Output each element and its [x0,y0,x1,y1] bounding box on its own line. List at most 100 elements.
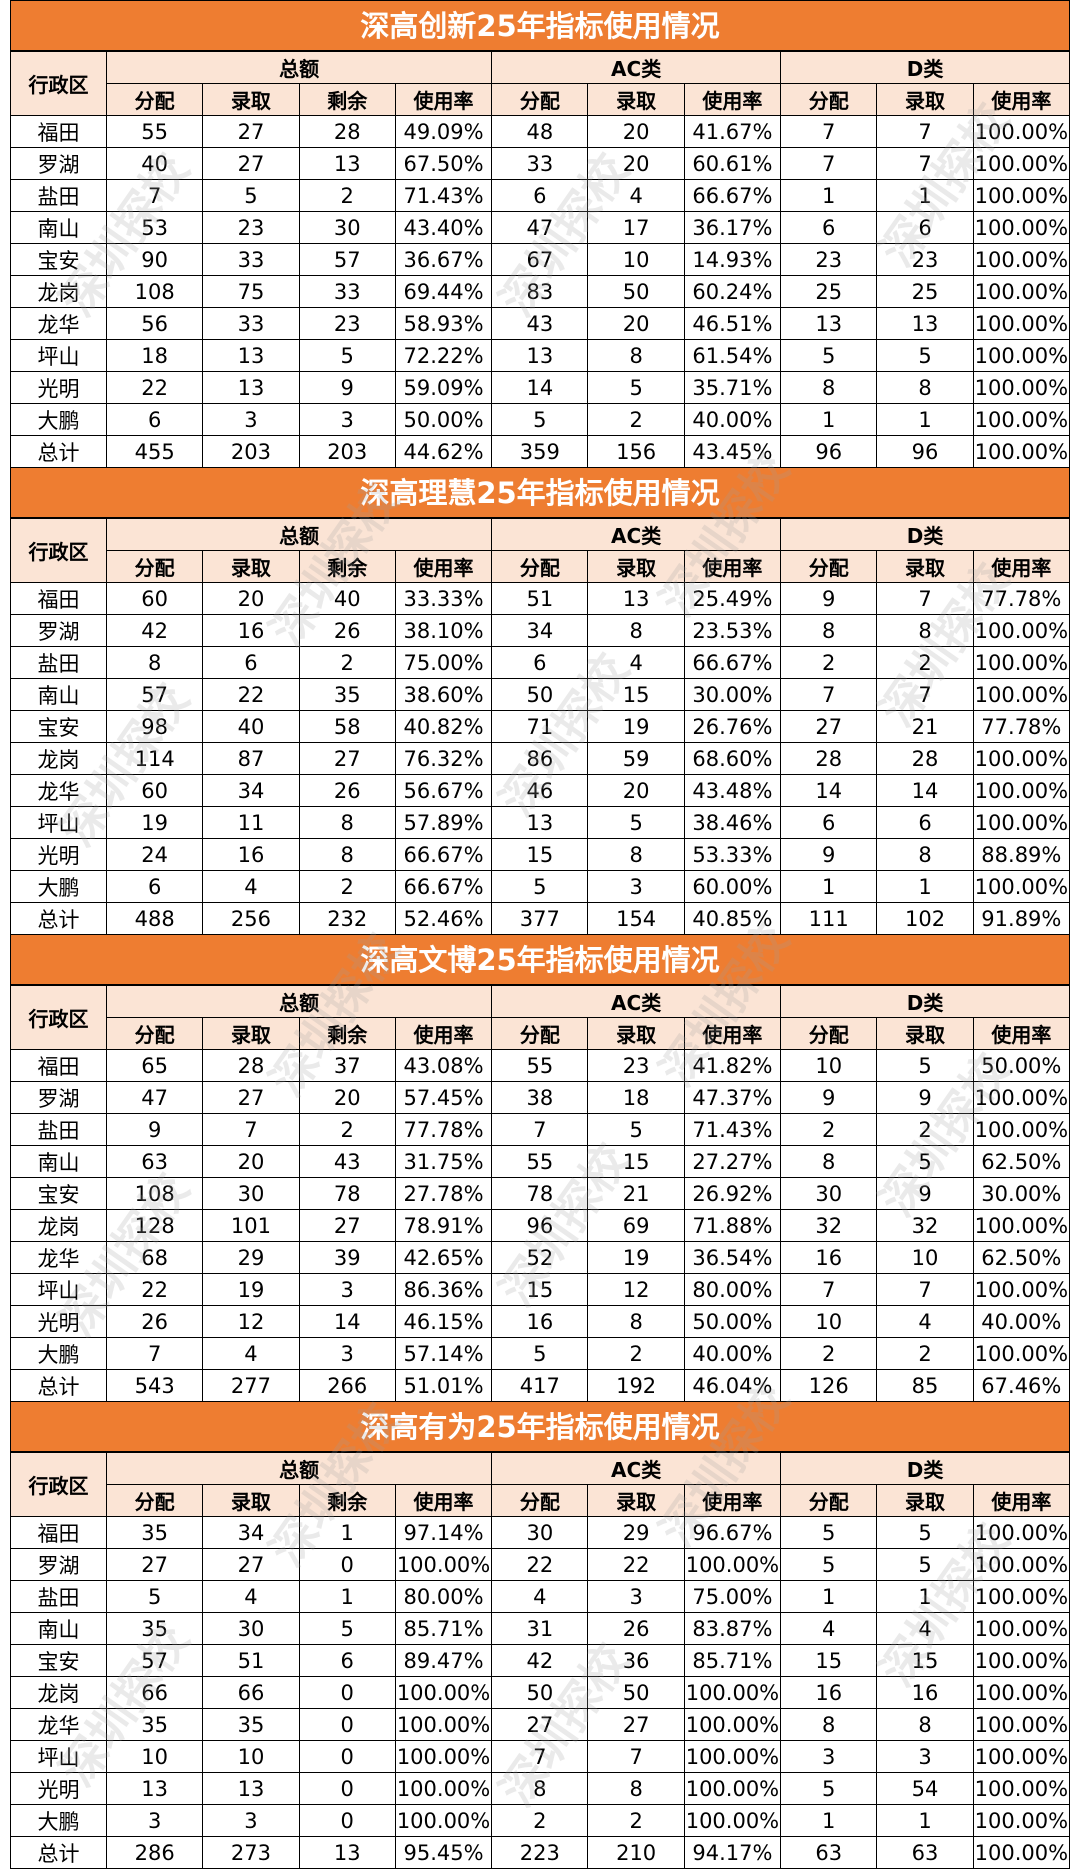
value-cell: 14 [298,1305,396,1338]
value-cell: 13 [491,339,589,372]
sub-header: 录取 [587,83,685,116]
value-cell: 78 [298,1177,396,1210]
value-cell: 2 [780,646,878,679]
data-row: 南山 63 20 43 31.75% 55 15 27.27% 8 5 62.50% [10,1145,1071,1178]
value-cell: 6 [780,806,878,839]
value-cell: 38 [491,1081,589,1114]
value-cell: 7 [105,1337,204,1370]
value-cell: 40 [202,710,300,743]
value-cell: 58.93% [394,307,493,340]
value-cell: 85.71% [683,1644,782,1677]
value-cell: 0 [298,1804,396,1837]
value-cell: 100.00% [972,870,1071,903]
value-cell: 69 [587,1209,685,1242]
value-cell: 14 [491,371,589,404]
value-cell: 6 [105,403,204,436]
value-cell: 43.48% [683,774,782,807]
value-cell: 66 [105,1676,204,1709]
value-cell: 30.00% [972,1177,1071,1210]
value-cell: 8 [876,371,974,404]
value-cell: 56 [105,307,204,340]
value-cell: 23.53% [683,614,782,647]
sub-header: 录取 [587,550,685,583]
group-header: 总额 [105,1452,493,1485]
value-cell: 23 [587,1049,685,1082]
value-cell: 75 [202,275,300,308]
value-cell: 35.71% [683,371,782,404]
value-cell: 100.00% [394,1548,493,1581]
value-cell: 50.00% [683,1305,782,1338]
value-cell: 20 [298,1081,396,1114]
value-cell: 10 [780,1305,878,1338]
value-cell: 8 [780,614,878,647]
value-cell: 100.00% [972,435,1071,468]
data-row: 总计 455 203 203 44.62% 359 156 43.45% 96 96 100.00% [10,435,1071,468]
sub-header: 分配 [780,83,878,116]
value-cell: 2 [876,1113,974,1146]
sub-header: 使用率 [394,550,493,583]
value-cell: 102 [876,902,974,935]
value-cell: 5 [491,1337,589,1370]
value-cell: 33 [298,275,396,308]
group-header: AC类 [491,1452,782,1485]
value-cell: 15 [876,1644,974,1677]
value-cell: 16 [876,1676,974,1709]
district-cell: 盐田 [10,1580,107,1613]
value-cell: 53.33% [683,838,782,871]
value-cell: 6 [298,1644,396,1677]
value-cell: 2 [298,646,396,679]
value-cell: 5 [876,1145,974,1178]
data-row: 光明 13 13 0 100.00% 8 8 100.00% 5 54 100.00% [10,1772,1071,1805]
value-cell: 27 [202,147,300,180]
value-cell: 31.75% [394,1145,493,1178]
value-cell: 40.00% [972,1305,1071,1338]
value-cell: 55 [491,1145,589,1178]
header-row: 分配 录取 剩余 使用率 分配 录取 使用率 分配 录取 使用率 [11,550,1071,583]
value-cell: 6 [202,646,300,679]
district-cell: 龙华 [10,1708,107,1741]
value-cell: 100.00% [683,1772,782,1805]
value-cell: 89.47% [394,1644,493,1677]
value-cell: 28 [298,115,396,148]
data-row: 坪山 19 11 8 57.89% 13 5 38.46% 6 6 100.00% [10,806,1071,839]
header-row: 分配 录取 剩余 使用率 分配 录取 使用率 分配 录取 使用率 [11,83,1071,116]
sub-header: 使用率 [972,1484,1071,1517]
value-cell: 5 [780,1772,878,1805]
value-cell: 43.40% [394,211,493,244]
value-cell: 77.78% [972,582,1071,615]
value-cell: 11 [202,806,300,839]
value-cell: 5 [876,1548,974,1581]
value-cell: 9 [780,1081,878,1114]
data-row: 宝安 108 30 78 27.78% 78 21 26.92% 30 9 30.00% [10,1177,1071,1210]
value-cell: 75.00% [394,646,493,679]
data-row: 总计 543 277 266 51.01% 417 192 46.04% 126 85 67.46% [10,1369,1071,1402]
value-cell: 32 [876,1209,974,1242]
value-cell: 71.88% [683,1209,782,1242]
value-cell: 4 [780,1612,878,1645]
value-cell: 62.50% [972,1241,1071,1274]
value-cell: 100.00% [972,1548,1071,1581]
data-row: 大鹏 6 4 2 66.67% 5 3 60.00% 1 1 100.00% [10,870,1071,903]
section: 深高创新25年指标使用情况 行政区 总额 AC类 D类 分配 录取 剩余 使用率 分配 录取 使用率分… [10,0,1071,468]
data-row: 福田 55 27 28 49.09% 48 20 41.67% 7 7 100.00% [10,115,1071,148]
value-cell: 50.00% [394,403,493,436]
value-cell: 27 [587,1708,685,1741]
value-cell: 2 [298,179,396,212]
value-cell: 86.36% [394,1273,493,1306]
header-row: 行政区 总额 AC类 D类 [10,518,1070,583]
data-row: 宝安 57 51 6 89.47% 42 36 85.71% 15 15 100.00% [10,1644,1071,1677]
value-cell: 111 [780,902,878,935]
value-cell: 256 [202,902,300,935]
group-header: AC类 [491,51,782,84]
value-cell: 9 [105,1113,204,1146]
value-cell: 14 [780,774,878,807]
value-cell: 2 [587,403,685,436]
value-cell: 5 [587,1113,685,1146]
data-row: 总计 286 273 13 95.45% 223 210 94.17% 63 63 100.00% [10,1836,1071,1869]
value-cell: 59.09% [394,371,493,404]
value-cell: 13 [876,307,974,340]
header-cell: 行政区 [10,985,107,1050]
value-cell: 100.00% [972,371,1071,404]
value-cell: 7 [876,115,974,148]
value-cell: 30.00% [683,678,782,711]
